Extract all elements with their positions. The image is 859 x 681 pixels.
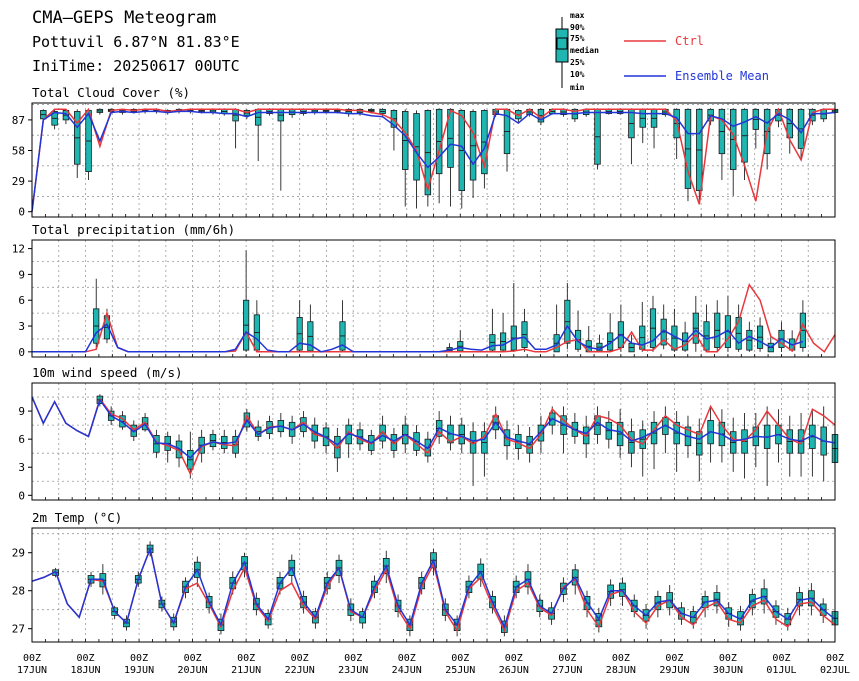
legend: max 90% 75% median 25% 10% min Ctrl Ensemble Mea… [555, 11, 769, 92]
xlabel-hour: 00Z [184, 653, 202, 664]
xlabel-date: 26JUN [499, 665, 529, 676]
xlabel-hour: 00Z [398, 653, 416, 664]
xlabel-date: 24JUN [392, 665, 422, 676]
xlabel-date: 20JUN [178, 665, 208, 676]
ytick-label: 12 [12, 243, 25, 256]
ytick-label: 3 [18, 320, 25, 333]
x-axis: 00Z17JUN00Z18JUN00Z19JUN00Z20JUN00Z21JUN… [17, 653, 850, 676]
ytick-label: 0 [18, 206, 25, 219]
ytick-label: 6 [18, 433, 25, 446]
xlabel-hour: 00Z [772, 653, 790, 664]
legend-box-label: min [570, 82, 585, 92]
xlabel-date: 21JUN [231, 665, 261, 676]
xlabel-date: 19JUN [124, 665, 154, 676]
panel-precip: Total precipitation (mm/6h) 0 3 6 9 12 [12, 222, 836, 359]
legend-ctrl-label: Ctrl [675, 34, 704, 48]
ctrl-line [31, 396, 836, 476]
ytick-label: 87 [12, 114, 25, 127]
xlabel-hour: 00Z [23, 653, 41, 664]
xlabel-hour: 00Z [558, 653, 576, 664]
xlabel-hour: 00Z [237, 653, 255, 664]
xlabel-hour: 00Z [505, 653, 523, 664]
legend-box-label: median [570, 45, 599, 55]
xlabel-hour: 00Z [451, 653, 469, 664]
xlabel-hour: 00Z [826, 653, 844, 664]
panel-title-precip: Total precipitation (mm/6h) [32, 222, 235, 237]
ytick-label: 58 [12, 145, 25, 158]
xlabel-date: 25JUN [445, 665, 475, 676]
ytick-label: 6 [18, 294, 25, 307]
xlabel-date: 22JUN [285, 665, 315, 676]
xlabel-date: 28JUN [606, 665, 636, 676]
legend-box-label: 25% [570, 58, 585, 67]
xlabel-date: 01JUL [766, 665, 796, 676]
mean-line [31, 396, 836, 459]
xlabel-date: 27JUN [552, 665, 582, 676]
ytick-label: 9 [18, 268, 25, 281]
ctrl-line [31, 107, 835, 212]
ytick-label: 27 [12, 623, 25, 636]
legend-mean-label: Ensemble Mean [675, 69, 769, 83]
legend-box-label: 10% [570, 70, 585, 79]
panel-cloud: Total Cloud Cover (%) 0 29 58 87 [12, 85, 839, 219]
xlabel-date: 30JUN [713, 665, 743, 676]
ytick-label: 29 [12, 175, 25, 188]
panel-title-temp: 2m Temp (°C) [32, 510, 122, 525]
ytick-label: 29 [12, 547, 25, 560]
panel-wind: 10m wind speed (m/s) 0 3 6 9 [18, 365, 839, 502]
ytick-label: 3 [18, 461, 25, 474]
xlabel-hour: 00Z [612, 653, 630, 664]
mean-line [31, 110, 836, 212]
legend-box-label: max [570, 11, 585, 20]
ytick-label: 9 [18, 405, 25, 418]
panel-title-cloud: Total Cloud Cover (%) [32, 85, 190, 100]
xlabel-hour: 00Z [344, 653, 362, 664]
mean-line [32, 323, 804, 353]
location-label: Pottuvil 6.87°N 81.83°E [32, 33, 240, 51]
xlabel-hour: 00Z [719, 653, 737, 664]
ytick-label: 0 [18, 346, 25, 359]
xlabel-date: 02JUL [820, 665, 850, 676]
mean-line [31, 546, 836, 629]
xlabel-hour: 00Z [665, 653, 683, 664]
xlabel-hour: 00Z [130, 653, 148, 664]
legend-box-label: 75% [570, 34, 585, 43]
init-time-label: IniTime: 20250617 00UTC [32, 57, 240, 75]
panel-temp: 2m Temp (°C) 27 28 29 [12, 510, 839, 643]
xlabel-date: 17JUN [17, 665, 47, 676]
xlabel-date: 23JUN [338, 665, 368, 676]
xlabel-hour: 00Z [291, 653, 309, 664]
xlabel-date: 18JUN [70, 665, 100, 676]
plots: Total Cloud Cover (%) 0 29 58 87 Total precip… [12, 85, 839, 643]
ytick-label: 0 [18, 489, 25, 502]
xlabel-hour: 00Z [77, 653, 95, 664]
meteogram-title: CMA–GEPS Meteogram [32, 8, 217, 28]
legend-box-label: 90% [570, 23, 585, 32]
legend-box-inner [556, 37, 568, 50]
xlabel-date: 29JUN [659, 665, 689, 676]
panel-title-wind: 10m wind speed (m/s) [32, 365, 183, 380]
ytick-label: 28 [12, 585, 25, 598]
